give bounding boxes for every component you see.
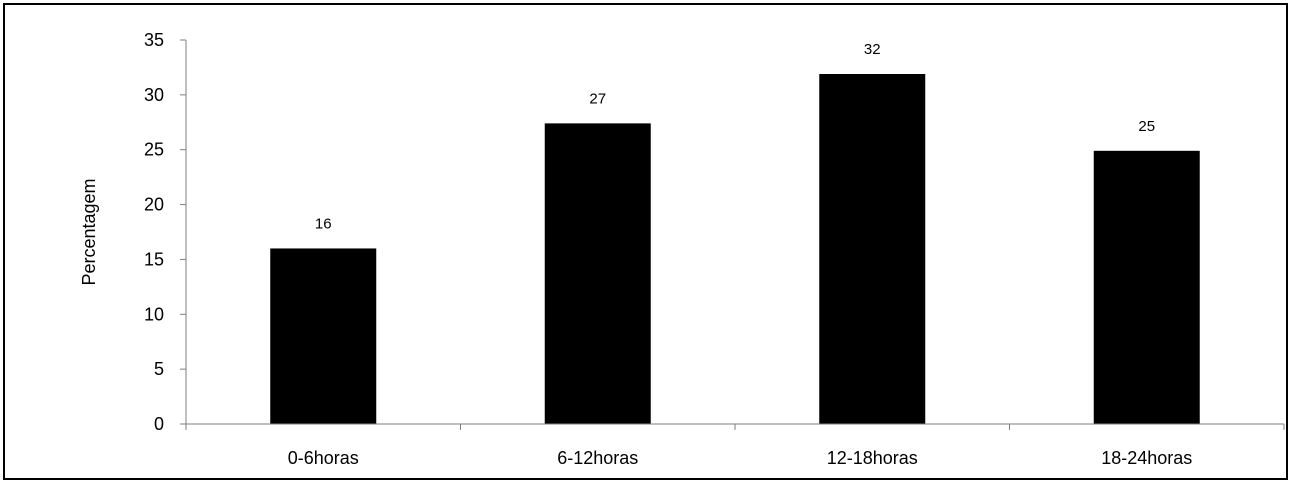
- y-tick-label: 25: [144, 140, 164, 160]
- bar-12-18horas: [819, 74, 926, 425]
- bar-18-24horas: [1093, 150, 1200, 424]
- y-tick-label: 15: [144, 249, 164, 269]
- bar-0-6horas: [270, 248, 377, 424]
- y-tick-label: 35: [144, 30, 164, 50]
- y-tick-label: 20: [144, 195, 164, 215]
- y-tick-label: 5: [154, 359, 164, 379]
- x-tick-label: 0-6horas: [288, 448, 359, 468]
- x-tick-label: 12-18horas: [827, 448, 918, 468]
- data-label: 25: [1138, 118, 1155, 135]
- y-tick-label: 10: [144, 304, 164, 324]
- y-tick-label: 30: [144, 85, 164, 105]
- data-label: 16: [315, 215, 332, 232]
- x-tick-label: 6-12horas: [557, 448, 638, 468]
- bar-6-12horas: [544, 123, 651, 424]
- data-label: 32: [864, 41, 881, 58]
- y-tick-label: 0: [154, 414, 164, 434]
- bars: [270, 74, 1200, 425]
- x-tick-label: 18-24horas: [1101, 448, 1192, 468]
- y-axis-title: Percentagem: [79, 178, 99, 285]
- data-labels: 16 27 32 25: [315, 41, 1155, 232]
- y-axis-ticks: 0 5 10 15 20 25 30 35: [144, 30, 186, 434]
- data-label: 27: [589, 90, 606, 107]
- x-axis-ticks: 0-6horas 6-12horas 12-18horas 18-24horas: [185, 424, 1285, 468]
